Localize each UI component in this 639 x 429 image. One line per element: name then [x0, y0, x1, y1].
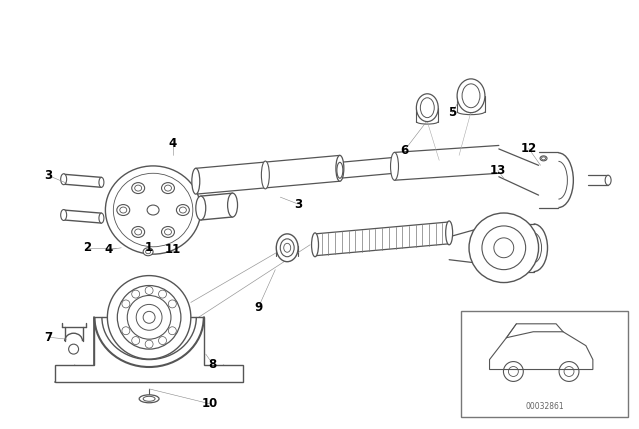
Ellipse shape — [176, 205, 189, 215]
Ellipse shape — [337, 162, 343, 178]
Ellipse shape — [336, 155, 344, 181]
Ellipse shape — [261, 161, 269, 189]
Ellipse shape — [117, 205, 130, 215]
Ellipse shape — [462, 84, 480, 108]
Ellipse shape — [132, 227, 144, 237]
Circle shape — [482, 226, 526, 270]
Text: 4: 4 — [169, 137, 177, 150]
Bar — [461, 311, 628, 417]
Ellipse shape — [605, 175, 611, 185]
Ellipse shape — [143, 396, 155, 401]
Circle shape — [143, 311, 155, 323]
Circle shape — [469, 213, 539, 283]
Ellipse shape — [105, 166, 201, 254]
Circle shape — [107, 275, 191, 359]
Ellipse shape — [312, 233, 318, 257]
Text: 8: 8 — [208, 357, 217, 371]
Ellipse shape — [99, 213, 104, 223]
Ellipse shape — [445, 221, 452, 245]
Ellipse shape — [281, 239, 294, 257]
Text: 4: 4 — [104, 243, 112, 256]
Text: 1: 1 — [145, 241, 153, 254]
Ellipse shape — [61, 174, 66, 185]
Ellipse shape — [540, 156, 547, 161]
Text: 3: 3 — [43, 169, 52, 182]
Ellipse shape — [132, 183, 144, 193]
Circle shape — [118, 286, 181, 349]
Ellipse shape — [392, 157, 397, 173]
Ellipse shape — [196, 196, 206, 220]
Ellipse shape — [457, 79, 485, 113]
Text: 6: 6 — [400, 144, 408, 157]
Text: 10: 10 — [201, 397, 218, 410]
Ellipse shape — [276, 234, 298, 262]
Text: 5: 5 — [448, 106, 456, 119]
Ellipse shape — [420, 98, 435, 118]
Ellipse shape — [390, 152, 399, 180]
Text: 11: 11 — [165, 243, 181, 256]
Ellipse shape — [192, 168, 200, 194]
Ellipse shape — [143, 248, 153, 256]
Ellipse shape — [162, 183, 174, 193]
Text: 12: 12 — [521, 142, 537, 155]
Ellipse shape — [227, 193, 238, 217]
Text: 13: 13 — [489, 164, 506, 177]
Circle shape — [136, 305, 162, 330]
Circle shape — [494, 238, 514, 258]
Ellipse shape — [99, 177, 104, 187]
Text: 7: 7 — [45, 331, 53, 344]
Ellipse shape — [147, 205, 159, 215]
Ellipse shape — [162, 227, 174, 237]
Ellipse shape — [139, 395, 159, 403]
Text: 3: 3 — [294, 198, 302, 211]
Circle shape — [127, 296, 171, 339]
Text: 00032861: 00032861 — [525, 402, 564, 411]
Text: 2: 2 — [84, 241, 91, 254]
Ellipse shape — [61, 209, 66, 221]
Polygon shape — [55, 317, 243, 382]
Ellipse shape — [417, 94, 438, 121]
Text: 9: 9 — [254, 301, 263, 314]
